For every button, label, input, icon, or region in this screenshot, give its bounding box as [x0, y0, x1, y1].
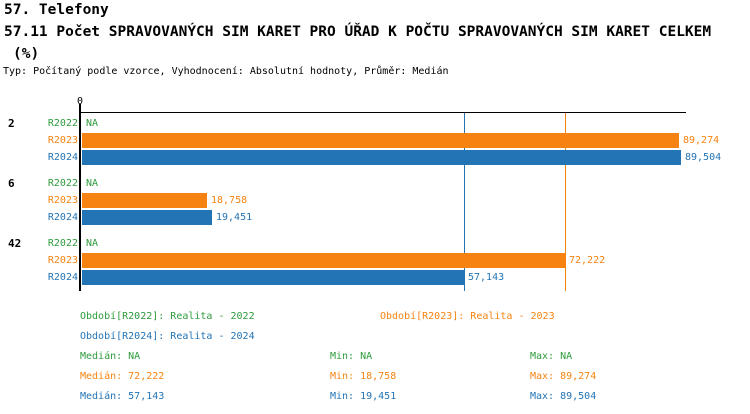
bar-value-label: 72,222	[569, 255, 606, 266]
series-label: R2023	[47, 195, 78, 206]
na-value-label: NA	[86, 178, 99, 189]
chart-row-r2022-42: R2022 NA	[0, 235, 750, 252]
legend-max-r2022: Max: NA	[530, 351, 573, 362]
bar-group-6: 6 R2022 NA R2023 18,758 R2024 19,451	[0, 175, 750, 226]
y-axis-line	[79, 104, 81, 291]
bar-group-2: 2 R2022 NA R2023 89,274 R2024 89,504	[0, 115, 750, 166]
chart-row-r2022-6: R2022 NA	[0, 175, 750, 192]
chart-row-r2022-2: R2022 NA	[0, 115, 750, 132]
category-label: 2	[8, 117, 15, 130]
category-label: 6	[8, 177, 15, 190]
page-title: 57. Telefony	[4, 2, 109, 18]
bar-value-label: 89,504	[685, 152, 722, 163]
bar-r2023-42	[82, 253, 565, 268]
legend-median-r2023: Medián: 72,222	[80, 371, 165, 382]
chart-title-line2: (%)	[13, 46, 40, 62]
chart-row-r2024-42: R2024 57,143	[0, 269, 750, 286]
chart-title-line1: 57.11 Počet SPRAVOVANÝCH SIM KARET PRO Ú…	[4, 24, 712, 40]
chart-row-r2023-6: R2023 18,758	[0, 192, 750, 209]
chart-subtitle: Typ: Počítaný podle vzorce, Vyhodnocení:…	[3, 66, 449, 77]
x-axis-line	[79, 112, 686, 113]
bar-r2024-42	[82, 270, 464, 285]
bar-group-42: 42 R2022 NA R2023 72,222 R2024 57,143	[0, 235, 750, 286]
chart-row-r2024-2: R2024 89,504	[0, 149, 750, 166]
bar-r2024-6	[82, 210, 212, 225]
chart-row-r2023-2: R2023 89,274	[0, 132, 750, 149]
na-value-label: NA	[86, 118, 99, 129]
series-label: R2023	[47, 255, 78, 266]
series-label: R2024	[47, 212, 78, 223]
legend-period-r2022: Období[R2022]: Realita - 2022	[80, 311, 255, 322]
bar-r2023-6	[82, 193, 207, 208]
bar-r2024-2	[82, 150, 681, 165]
series-label: R2022	[47, 178, 78, 189]
series-label: R2022	[47, 238, 78, 249]
bar-value-label: 19,451	[216, 212, 253, 223]
bar-value-label: 18,758	[211, 195, 248, 206]
legend-min-r2024: Min: 19,451	[330, 391, 397, 402]
legend-period-r2023: Období[R2023]: Realita - 2023	[380, 311, 555, 322]
plot-area: 2 R2022 NA R2023 89,274 R2024 89,504 6 R2022 NA R2…	[0, 115, 750, 295]
median-line-r2023	[565, 113, 566, 291]
chart-row-r2024-6: R2024 19,451	[0, 209, 750, 226]
category-label: 42	[8, 237, 22, 250]
series-label: R2024	[47, 152, 78, 163]
legend-period-r2024: Období[R2024]: Realita - 2024	[80, 331, 255, 342]
legend-min-r2023: Min: 18,758	[330, 371, 397, 382]
series-label: R2023	[47, 135, 78, 146]
series-label: R2022	[47, 118, 78, 129]
bar-value-label: 89,274	[683, 135, 720, 146]
x-axis-tick-zero: 0	[76, 96, 84, 107]
series-label: R2024	[47, 272, 78, 283]
bar-r2023-2	[82, 133, 679, 148]
chart-row-r2023-42: R2023 72,222	[0, 252, 750, 269]
legend-max-r2023: Max: 89,274	[530, 371, 597, 382]
legend-min-r2022: Min: NA	[330, 351, 373, 362]
median-line-r2024	[464, 113, 465, 291]
legend-max-r2024: Max: 89,504	[530, 391, 597, 402]
na-value-label: NA	[86, 238, 99, 249]
legend-median-r2024: Medián: 57,143	[80, 391, 165, 402]
legend-median-r2022: Medián: NA	[80, 351, 141, 362]
bar-value-label: 57,143	[468, 272, 505, 283]
